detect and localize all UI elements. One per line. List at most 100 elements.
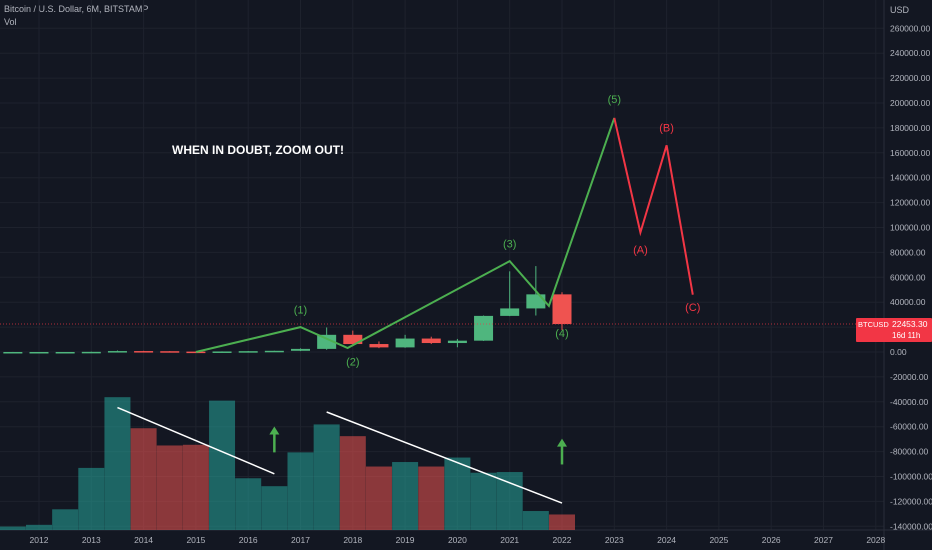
annotation-text: WHEN IN DOUBT, ZOOM OUT! [172,143,344,157]
volume-trendline [117,406,275,475]
candles [3,266,572,354]
up-arrow-icon [269,426,280,453]
volume-bar [0,526,26,530]
volume-bar [261,486,288,530]
wave-label: (3) [503,238,516,250]
price-tick-label: 140000.00 [890,173,930,183]
time-tick-label: 2015 [186,535,205,545]
price-tick-label: -100000.00 [890,472,932,482]
candle-body [447,340,467,344]
time-tick-label: 2014 [134,535,153,545]
time-tick-label: 2019 [396,535,415,545]
price-tick-label: 100000.00 [890,223,930,233]
candle [500,271,520,317]
current-price-badge: BTCUSD 22453.30 16d 11h [856,318,932,343]
candle [343,330,363,345]
time-tick-label: 2012 [30,535,49,545]
impulse-wave-line [195,117,616,353]
volume-bar [496,472,523,530]
volume-bar [522,511,549,530]
price-axis: USD 260000.00 240000.00 220000.00 200000.00 1… [890,5,932,531]
price-tick-label: 240000.00 [890,48,930,58]
time-tick-label: 2021 [500,535,519,545]
wave-label: (2) [346,357,359,369]
volume-bar [130,428,157,530]
price-tick-label: -140000.00 [890,521,932,531]
price-tick-label: -60000.00 [890,422,929,432]
candle-body [107,351,127,353]
candle [212,351,232,353]
wave-label: (4) [555,328,568,340]
candle-body [526,294,546,309]
up-arrow-head [269,426,280,435]
time-tick-label: 2026 [762,535,781,545]
chart-symbol-title: Bitcoin / U.S. Dollar, 6M, BITSTAMP [4,4,149,14]
candle [447,338,467,348]
time-tick-label: 2027 [814,535,833,545]
volume-bar [549,514,575,530]
candle [3,351,23,354]
candle-body [238,351,258,353]
up-arrow-icon [557,438,567,465]
candle-body [55,351,75,354]
price-tick-label: -120000.00 [890,496,932,506]
price-tick-label: 120000.00 [890,198,930,208]
candle-body [212,351,232,353]
volume-bar [444,457,471,530]
volume-bar [52,509,79,530]
price-badge-symbol: BTCUSD [858,320,889,329]
candle-body [395,338,415,348]
price-badge-countdown: 16d 11h [892,331,920,340]
candle-body [186,351,206,354]
time-axis: 2012 2013 2014 2015 2016 2017 2018 2019 2020 2021… [30,535,886,545]
candle [134,350,154,353]
price-tick-label: 260000.00 [890,23,930,33]
time-tick-label: 2023 [605,535,624,545]
candle-body [474,315,494,341]
wave-label: (B) [659,123,674,135]
price-tick-label: 180000.00 [890,123,930,133]
time-tick-label: 2017 [291,535,310,545]
price-badge-bg [856,318,932,343]
candle [29,351,49,354]
candle-body [421,338,441,344]
volume-bar [182,444,209,530]
volume-bar [104,397,131,530]
candle [291,348,310,352]
price-tick-label: -80000.00 [890,447,929,457]
candle-body [3,351,23,354]
volume-bar [235,478,262,530]
volume-bar [78,467,105,530]
candle [264,350,284,353]
time-tick-label: 2028 [866,535,885,545]
volume-bar [365,466,392,530]
volume-bar [392,462,419,530]
price-badge-value: 22453.30 [892,319,928,329]
candle [160,351,180,353]
candle-body [264,350,284,353]
volume-bar [470,472,497,530]
volume-trendline [326,411,563,504]
candle-body [500,308,520,316]
candle [107,350,127,353]
currency-label: USD [890,5,910,15]
volume-bar [418,466,445,530]
time-tick-label: 2018 [343,535,362,545]
time-tick-label: 2016 [239,535,258,545]
price-tick-label: 220000.00 [890,73,930,83]
candle-body [343,334,363,345]
volume-bars [0,397,575,530]
volume-bar [209,400,236,530]
candle-body [291,348,310,351]
time-tick-label: 2024 [657,535,676,545]
candle-body [134,351,154,353]
price-tick-label: 0.00 [890,347,907,357]
time-tick-label: 2025 [709,535,728,545]
candle-body [29,351,49,354]
candle-body [160,351,180,353]
correction-wave-line [613,117,694,295]
time-tick-label: 2020 [448,535,467,545]
candle [81,351,101,354]
volume-indicator-label: Vol [4,17,17,27]
